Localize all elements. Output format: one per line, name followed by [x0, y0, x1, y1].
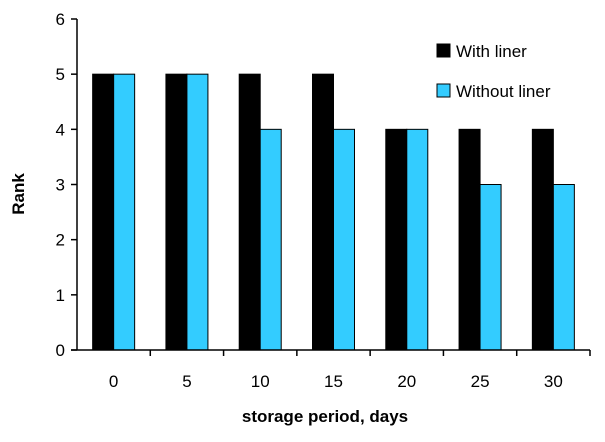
- bar-without-liner-25: [479, 184, 502, 351]
- y-tick-label: 3: [56, 176, 65, 195]
- bar-without-liner-30: [552, 184, 575, 351]
- bar-without-liner-5: [186, 73, 209, 351]
- x-tick-label: 15: [324, 372, 343, 391]
- x-ticks: 0 5 10 15 20 25 30: [109, 350, 591, 391]
- bar-without-liner-10: [259, 128, 282, 351]
- x-tick-label: 0: [109, 372, 118, 391]
- x-tick-label: 5: [182, 372, 191, 391]
- legend-label-without-liner: Without liner: [456, 82, 551, 101]
- y-axis-title: Rank: [9, 173, 28, 215]
- bar-with-liner-0: [92, 73, 115, 351]
- bar-with-liner-10: [238, 73, 261, 351]
- y-tick-label: 0: [56, 341, 65, 360]
- y-ticks: 0 1 2 3 4 5 6: [56, 10, 77, 360]
- y-tick-label: 5: [56, 65, 65, 84]
- x-tick-label: 30: [544, 372, 563, 391]
- legend-swatch-with-liner: [436, 43, 451, 58]
- bar-without-liner-15: [333, 128, 355, 351]
- bar-with-liner-20: [385, 128, 408, 351]
- y-tick-label: 1: [56, 286, 65, 305]
- bar-without-liner-0: [113, 73, 136, 351]
- bars-layer: [92, 73, 575, 351]
- legend-label-with-liner: With liner: [456, 42, 527, 61]
- x-tick-label: 25: [471, 372, 490, 391]
- x-tick-label: 20: [397, 372, 416, 391]
- bar-with-liner-25: [458, 128, 481, 351]
- bar-with-liner-5: [165, 73, 188, 351]
- x-tick-label: 10: [251, 372, 270, 391]
- legend: With liner Without liner: [436, 42, 551, 101]
- y-tick-label: 2: [56, 231, 65, 250]
- legend-swatch-without-liner: [436, 83, 451, 98]
- bar-with-liner-15: [312, 73, 334, 351]
- y-tick-label: 4: [56, 120, 65, 139]
- bar-with-liner-30: [531, 128, 554, 351]
- x-axis-title: storage period, days: [242, 407, 408, 426]
- y-tick-label: 6: [56, 10, 65, 29]
- bar-without-liner-20: [406, 128, 429, 351]
